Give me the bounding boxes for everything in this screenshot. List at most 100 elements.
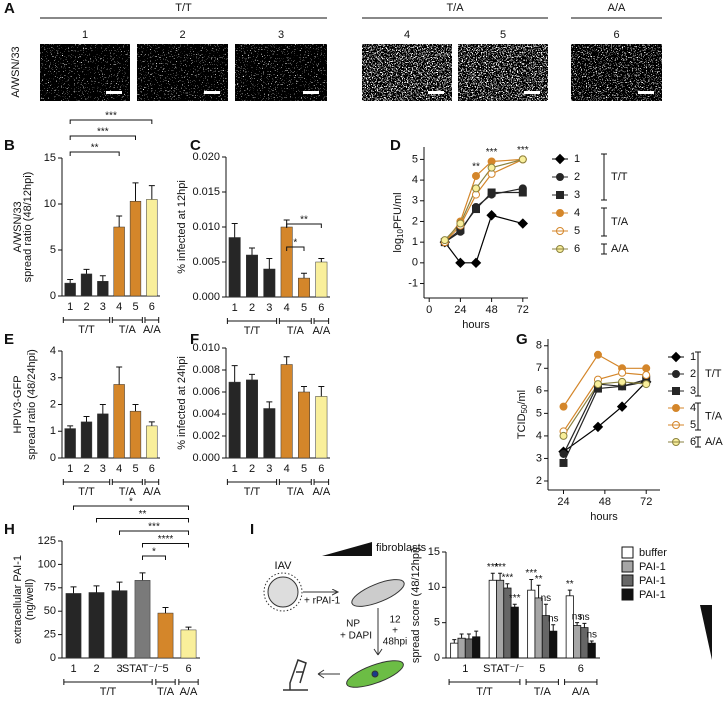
significance-bracket [286, 223, 322, 228]
row-label: HPIV3-GFP [12, 375, 24, 433]
significance-label: *** [502, 572, 514, 583]
y-tick-label: 75 [44, 582, 56, 594]
schematic [263, 542, 405, 691]
y-tick-label: 0.005 [192, 256, 220, 268]
y-tick-label: 0.008 [192, 364, 220, 376]
legend-label: 1 [574, 153, 580, 165]
point [559, 431, 568, 440]
y-tick-label: 8 [536, 340, 542, 352]
y-axis-label-part: 50 [520, 404, 529, 413]
x-tick-label: 4 [284, 463, 290, 475]
legend-swatch [621, 560, 634, 573]
row-label: A/WSN/33 [10, 46, 22, 97]
point [592, 421, 604, 433]
bar [80, 421, 93, 459]
error-bar [83, 416, 90, 422]
point [470, 257, 482, 269]
group-label: A/A [608, 2, 626, 14]
x-tick-label: 3 [266, 463, 272, 475]
group-label: T/T [244, 486, 261, 498]
x-tick-label: 24 [557, 496, 569, 508]
significance-bracket [69, 135, 136, 140]
virus-label: IAV [275, 560, 293, 572]
bar [113, 384, 125, 459]
y-tick-label: 0 [50, 290, 56, 302]
scale-bar [106, 91, 122, 94]
legend-bracket [601, 243, 607, 255]
y-axis-label-part: PFU/ml [392, 192, 404, 229]
y-tick-label: 1 [50, 425, 56, 437]
point [517, 218, 529, 229]
significance-bracket [73, 505, 189, 510]
significance-label: ns [548, 613, 559, 624]
group-label: T/A [534, 686, 552, 698]
legend-label: 5 [574, 225, 580, 237]
y-axis-label: TCID50/ml [516, 390, 529, 439]
bar [65, 593, 82, 659]
point [440, 236, 449, 245]
arrow [317, 669, 340, 679]
x-tick-label: 48 [599, 496, 611, 508]
image-label: 4 [404, 29, 410, 41]
point [487, 163, 496, 172]
y-tick-label: 10 [44, 198, 56, 210]
point [616, 401, 628, 412]
virus-icon [267, 576, 299, 608]
error-bar [567, 589, 572, 596]
significance-label: *** [148, 522, 160, 533]
y-tick-label: -1 [408, 277, 418, 289]
legend-group-label: T/A [611, 216, 629, 228]
x-tick-label: 3 [266, 302, 272, 314]
error-bar [498, 572, 503, 581]
panel-label: H [4, 521, 15, 538]
significance-label: ** [139, 509, 147, 520]
x-tick-label: 6 [149, 301, 155, 313]
legend-label: PAI-1 [639, 575, 666, 587]
y-axis-label: log10PFU/ml [392, 192, 405, 252]
bar [450, 642, 459, 659]
series-line [563, 381, 647, 437]
point [455, 257, 466, 269]
y-axis-label: spread score (48/12hpi) [410, 547, 422, 663]
microscope-icon [283, 659, 308, 691]
bar [298, 391, 310, 459]
group-line [564, 679, 598, 685]
y-tick-label: 3 [412, 195, 418, 207]
error-bar [116, 215, 123, 227]
group-label: T/T [78, 486, 95, 498]
y-tick-label: 7 [536, 362, 542, 374]
error-bar [318, 386, 325, 397]
x-tick-label: 1 [67, 301, 73, 313]
panel-label: B [4, 137, 15, 154]
bar [263, 408, 276, 459]
x-tick-label: 5 [301, 463, 307, 475]
point [618, 368, 627, 377]
bar [534, 597, 543, 659]
x-tick-label: 1 [67, 463, 73, 475]
error-bar [132, 182, 139, 202]
series-line [563, 381, 647, 453]
group-line [226, 479, 278, 485]
error-bar [67, 278, 74, 284]
error-bar [529, 579, 534, 591]
error-bar [490, 572, 495, 581]
error-bar [551, 624, 556, 632]
bar [111, 590, 128, 659]
legend-group-label: A/A [611, 243, 629, 255]
group-line [525, 679, 559, 685]
y-tick-label: 50 [44, 605, 56, 617]
group-label: A/A [312, 486, 330, 498]
error-bar [148, 421, 155, 426]
y-tick-label: 15 [428, 546, 440, 558]
bar [472, 636, 481, 659]
group-label: T/A [446, 2, 464, 14]
error-bar [70, 586, 77, 594]
bar [280, 364, 293, 459]
bar [298, 277, 310, 298]
panel-label: C [190, 137, 201, 154]
bar [80, 273, 93, 297]
significance-label: ns [586, 630, 597, 641]
legend-label: PAI-1 [639, 589, 666, 601]
group-label: T/T [476, 686, 493, 698]
y-tick-label: 0.020 [192, 151, 220, 163]
